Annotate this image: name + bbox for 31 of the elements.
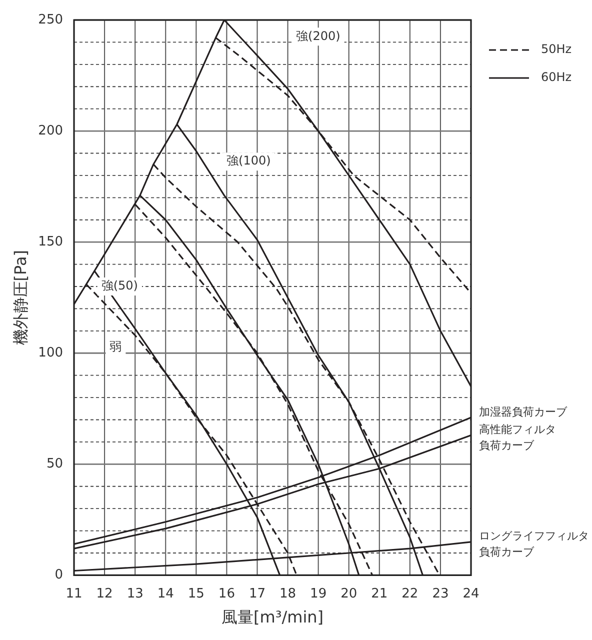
y-tick-label: 150 bbox=[38, 234, 64, 250]
x-tick-label: 12 bbox=[96, 586, 113, 602]
y-tick-label: 250 bbox=[38, 12, 64, 28]
x-tick-label: 14 bbox=[157, 586, 174, 602]
x-tick-label: 16 bbox=[218, 586, 235, 602]
x-tick-label: 11 bbox=[66, 586, 82, 602]
x-tick-label: 20 bbox=[340, 586, 358, 602]
x-tick-label: 17 bbox=[248, 586, 266, 602]
series-label: ロングライフフィルタ負荷カーブ bbox=[479, 530, 589, 559]
y-axis-title: 機外静圧[Pa] bbox=[10, 250, 30, 346]
x-tick-label: 19 bbox=[310, 586, 327, 602]
annotation: 強(50) bbox=[101, 278, 138, 293]
x-tick-label: 24 bbox=[462, 586, 480, 602]
x-axis-title: 風量[m³/min] bbox=[221, 608, 324, 627]
y-tick-label: 200 bbox=[38, 123, 64, 138]
series-label: 高性能フィルタ負荷カーブ bbox=[479, 423, 556, 452]
x-tick-label: 18 bbox=[280, 586, 296, 602]
legend-label: 50Hz bbox=[541, 42, 572, 56]
y-tick-label: 50 bbox=[46, 456, 64, 472]
y-tick-label: 100 bbox=[38, 345, 64, 360]
annotation: 強(100) bbox=[226, 154, 271, 168]
x-tick-label: 22 bbox=[402, 586, 418, 602]
y-tick-label: 0 bbox=[54, 568, 64, 583]
series-label: 加湿器負荷カーブ bbox=[479, 405, 568, 418]
annotation: 弱 bbox=[110, 340, 122, 354]
legend-label: 60Hz bbox=[541, 70, 572, 84]
annotation: 強(200) bbox=[296, 28, 340, 43]
x-tick-label: 21 bbox=[371, 586, 388, 602]
x-tick-label: 23 bbox=[432, 586, 449, 602]
x-tick-label: 15 bbox=[188, 586, 204, 602]
x-tick-label: 13 bbox=[126, 586, 144, 602]
